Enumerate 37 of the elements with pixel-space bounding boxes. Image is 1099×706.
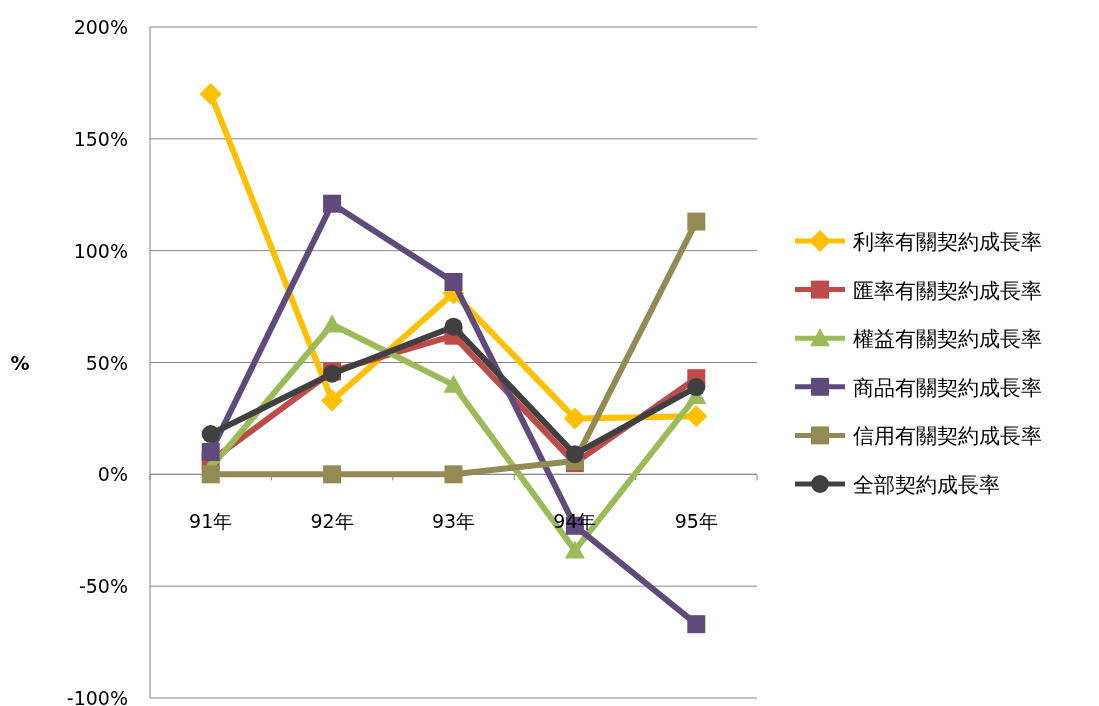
- y-tick-label: 200%: [73, 16, 128, 38]
- y-tick-label: 100%: [73, 239, 128, 262]
- legend-label: 匯率有關契約成長率: [853, 278, 1042, 303]
- point: [323, 465, 342, 484]
- point: [443, 374, 464, 393]
- y-tick-label: 0%: [97, 463, 128, 486]
- point: [444, 465, 463, 484]
- point: [444, 272, 463, 291]
- point: [322, 314, 343, 333]
- x-tick-label: 92年: [310, 510, 354, 533]
- y-axis-title: %: [10, 351, 30, 374]
- legend-label: 全部契約成長率: [853, 473, 1000, 497]
- legend-label: 利率有關契約成長率: [853, 230, 1042, 254]
- point: [687, 615, 706, 634]
- point: [563, 407, 586, 430]
- y-tick-label: -50%: [78, 575, 128, 598]
- point: [687, 378, 706, 397]
- point: [323, 194, 342, 213]
- y-tick-label: 150%: [73, 127, 128, 150]
- point: [201, 465, 220, 484]
- point: [321, 389, 344, 412]
- point: [685, 405, 708, 428]
- point: [564, 540, 585, 559]
- y-tick-label: -100%: [66, 687, 128, 706]
- legend-label: 商品有關契約成長率: [853, 375, 1042, 400]
- y-tick-label: 50%: [85, 351, 128, 374]
- x-tick-label: 93年: [431, 510, 476, 533]
- point: [565, 445, 584, 464]
- legend-label: 權益有關契約成長率: [853, 327, 1042, 352]
- point: [687, 212, 706, 231]
- x-tick-label: 91年: [189, 510, 233, 533]
- x-tick-label: 95年: [674, 510, 718, 533]
- point: [201, 442, 220, 461]
- point: [201, 425, 220, 444]
- legend-label: 信用有關契約成長率: [853, 424, 1042, 449]
- point: [199, 83, 222, 106]
- point: [444, 317, 463, 336]
